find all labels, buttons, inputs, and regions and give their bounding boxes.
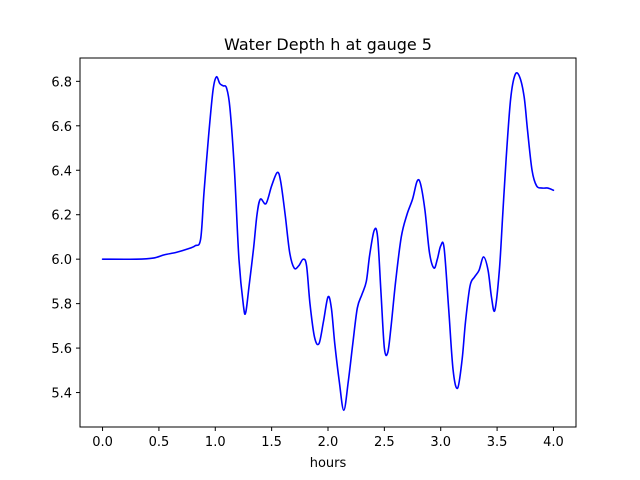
- x-tick-label: 3.5: [487, 435, 508, 450]
- y-tick-label: 6.6: [51, 120, 72, 135]
- y-tick-label: 6.2: [51, 209, 72, 224]
- y-tick-label: 6.4: [51, 164, 72, 179]
- y-axis: 5.4 5.6 5.8 6.0 6.2 6.4 6.6 6.8: [51, 75, 80, 402]
- y-tick-label: 5.4: [51, 387, 72, 402]
- x-tick-label: 1.5: [261, 435, 282, 450]
- x-tick-label: 0.5: [149, 435, 170, 450]
- y-tick-label: 6.8: [51, 75, 72, 90]
- x-tick-label: 1.0: [205, 435, 226, 450]
- x-tick-label: 4.0: [543, 435, 564, 450]
- y-tick-label: 5.8: [51, 298, 72, 313]
- x-tick-label: 2.0: [318, 435, 339, 450]
- x-axis: 0.0 0.5 1.0 1.5 2.0 2.5 3.0 3.5 4.0: [92, 427, 564, 450]
- chart-title: Water Depth h at gauge 5: [224, 35, 432, 54]
- x-tick-label: 3.0: [430, 435, 451, 450]
- series-line: [101, 71, 555, 412]
- series-layer: [101, 71, 555, 412]
- x-axis-label: hours: [310, 456, 347, 471]
- y-tick-label: 5.6: [51, 342, 72, 357]
- y-tick-label: 6.0: [51, 253, 72, 268]
- x-tick-label: 0.0: [92, 435, 113, 450]
- x-tick-label: 2.5: [374, 435, 395, 450]
